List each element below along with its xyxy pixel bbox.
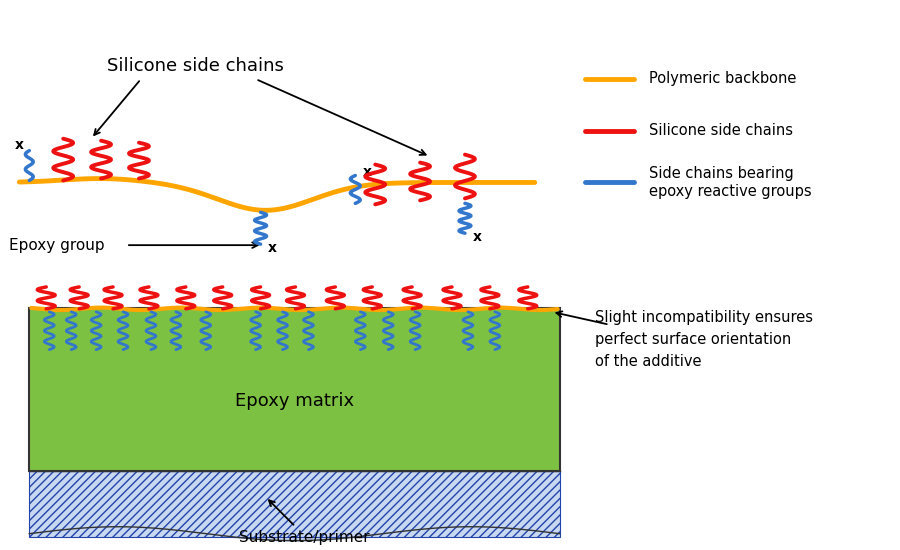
- Bar: [30, 471, 560, 537]
- Text: x: x: [363, 164, 372, 179]
- Text: x: x: [472, 230, 482, 244]
- Text: Epoxy group: Epoxy group: [9, 238, 105, 252]
- Text: x: x: [268, 241, 277, 255]
- Text: Epoxy matrix: Epoxy matrix: [235, 392, 354, 410]
- Text: Slight incompatibility ensures
perfect surface orientation
of the additive: Slight incompatibility ensures perfect s…: [595, 310, 813, 370]
- Text: Side chains bearing
epoxy reactive groups: Side chains bearing epoxy reactive group…: [650, 166, 812, 199]
- Text: Polymeric backbone: Polymeric backbone: [650, 72, 796, 86]
- Text: Silicone side chains: Silicone side chains: [107, 57, 284, 75]
- Text: x: x: [14, 138, 23, 152]
- Text: Substrate/primer: Substrate/primer: [239, 530, 370, 544]
- Text: Silicone side chains: Silicone side chains: [650, 123, 794, 138]
- Bar: [30, 308, 560, 471]
